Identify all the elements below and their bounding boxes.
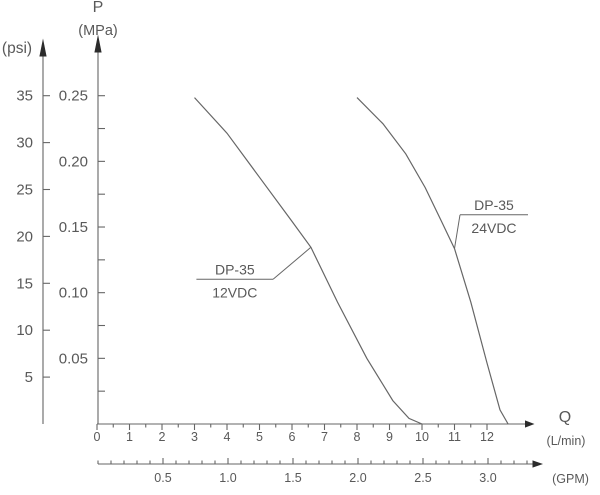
svg-text:DP-35: DP-35	[474, 197, 514, 213]
svg-text:11: 11	[448, 430, 461, 444]
svg-text:5: 5	[25, 369, 33, 386]
svg-text:0.15: 0.15	[59, 219, 88, 236]
svg-text:0.05: 0.05	[59, 350, 88, 367]
svg-text:0.25: 0.25	[59, 88, 88, 105]
svg-text:(GPM): (GPM)	[552, 472, 589, 486]
svg-text:1: 1	[126, 430, 133, 444]
svg-text:1.5: 1.5	[284, 471, 301, 485]
svg-text:0.10: 0.10	[59, 285, 88, 302]
svg-text:3: 3	[191, 430, 198, 444]
svg-text:15: 15	[16, 275, 33, 292]
svg-text:8: 8	[354, 430, 361, 444]
svg-text:20: 20	[16, 228, 33, 245]
svg-text:(L/min): (L/min)	[547, 434, 586, 448]
svg-text:9: 9	[386, 430, 393, 444]
svg-text:12VDC: 12VDC	[212, 284, 257, 300]
svg-text:4: 4	[224, 430, 231, 444]
svg-text:10: 10	[415, 430, 429, 444]
svg-text:6: 6	[289, 430, 296, 444]
svg-text:Q: Q	[559, 409, 571, 426]
svg-text:1.0: 1.0	[219, 471, 236, 485]
svg-text:30: 30	[16, 135, 33, 152]
svg-text:7: 7	[321, 430, 328, 444]
svg-text:10: 10	[16, 322, 33, 339]
svg-text:P: P	[93, 0, 104, 16]
svg-text:0.20: 0.20	[59, 153, 88, 170]
svg-text:35: 35	[16, 88, 33, 105]
svg-text:2.0: 2.0	[349, 471, 366, 485]
svg-text:0.5: 0.5	[154, 471, 171, 485]
svg-text:0: 0	[94, 430, 101, 444]
svg-text:DP-35: DP-35	[215, 261, 255, 277]
svg-text:(MPa): (MPa)	[78, 23, 117, 39]
svg-text:(psi): (psi)	[2, 40, 32, 57]
svg-text:3.0: 3.0	[479, 471, 496, 485]
svg-text:25: 25	[16, 182, 33, 199]
svg-text:24VDC: 24VDC	[471, 220, 516, 236]
svg-text:2.5: 2.5	[414, 471, 431, 485]
svg-text:2: 2	[159, 430, 166, 444]
svg-text:12: 12	[480, 430, 494, 444]
svg-text:5: 5	[256, 430, 263, 444]
